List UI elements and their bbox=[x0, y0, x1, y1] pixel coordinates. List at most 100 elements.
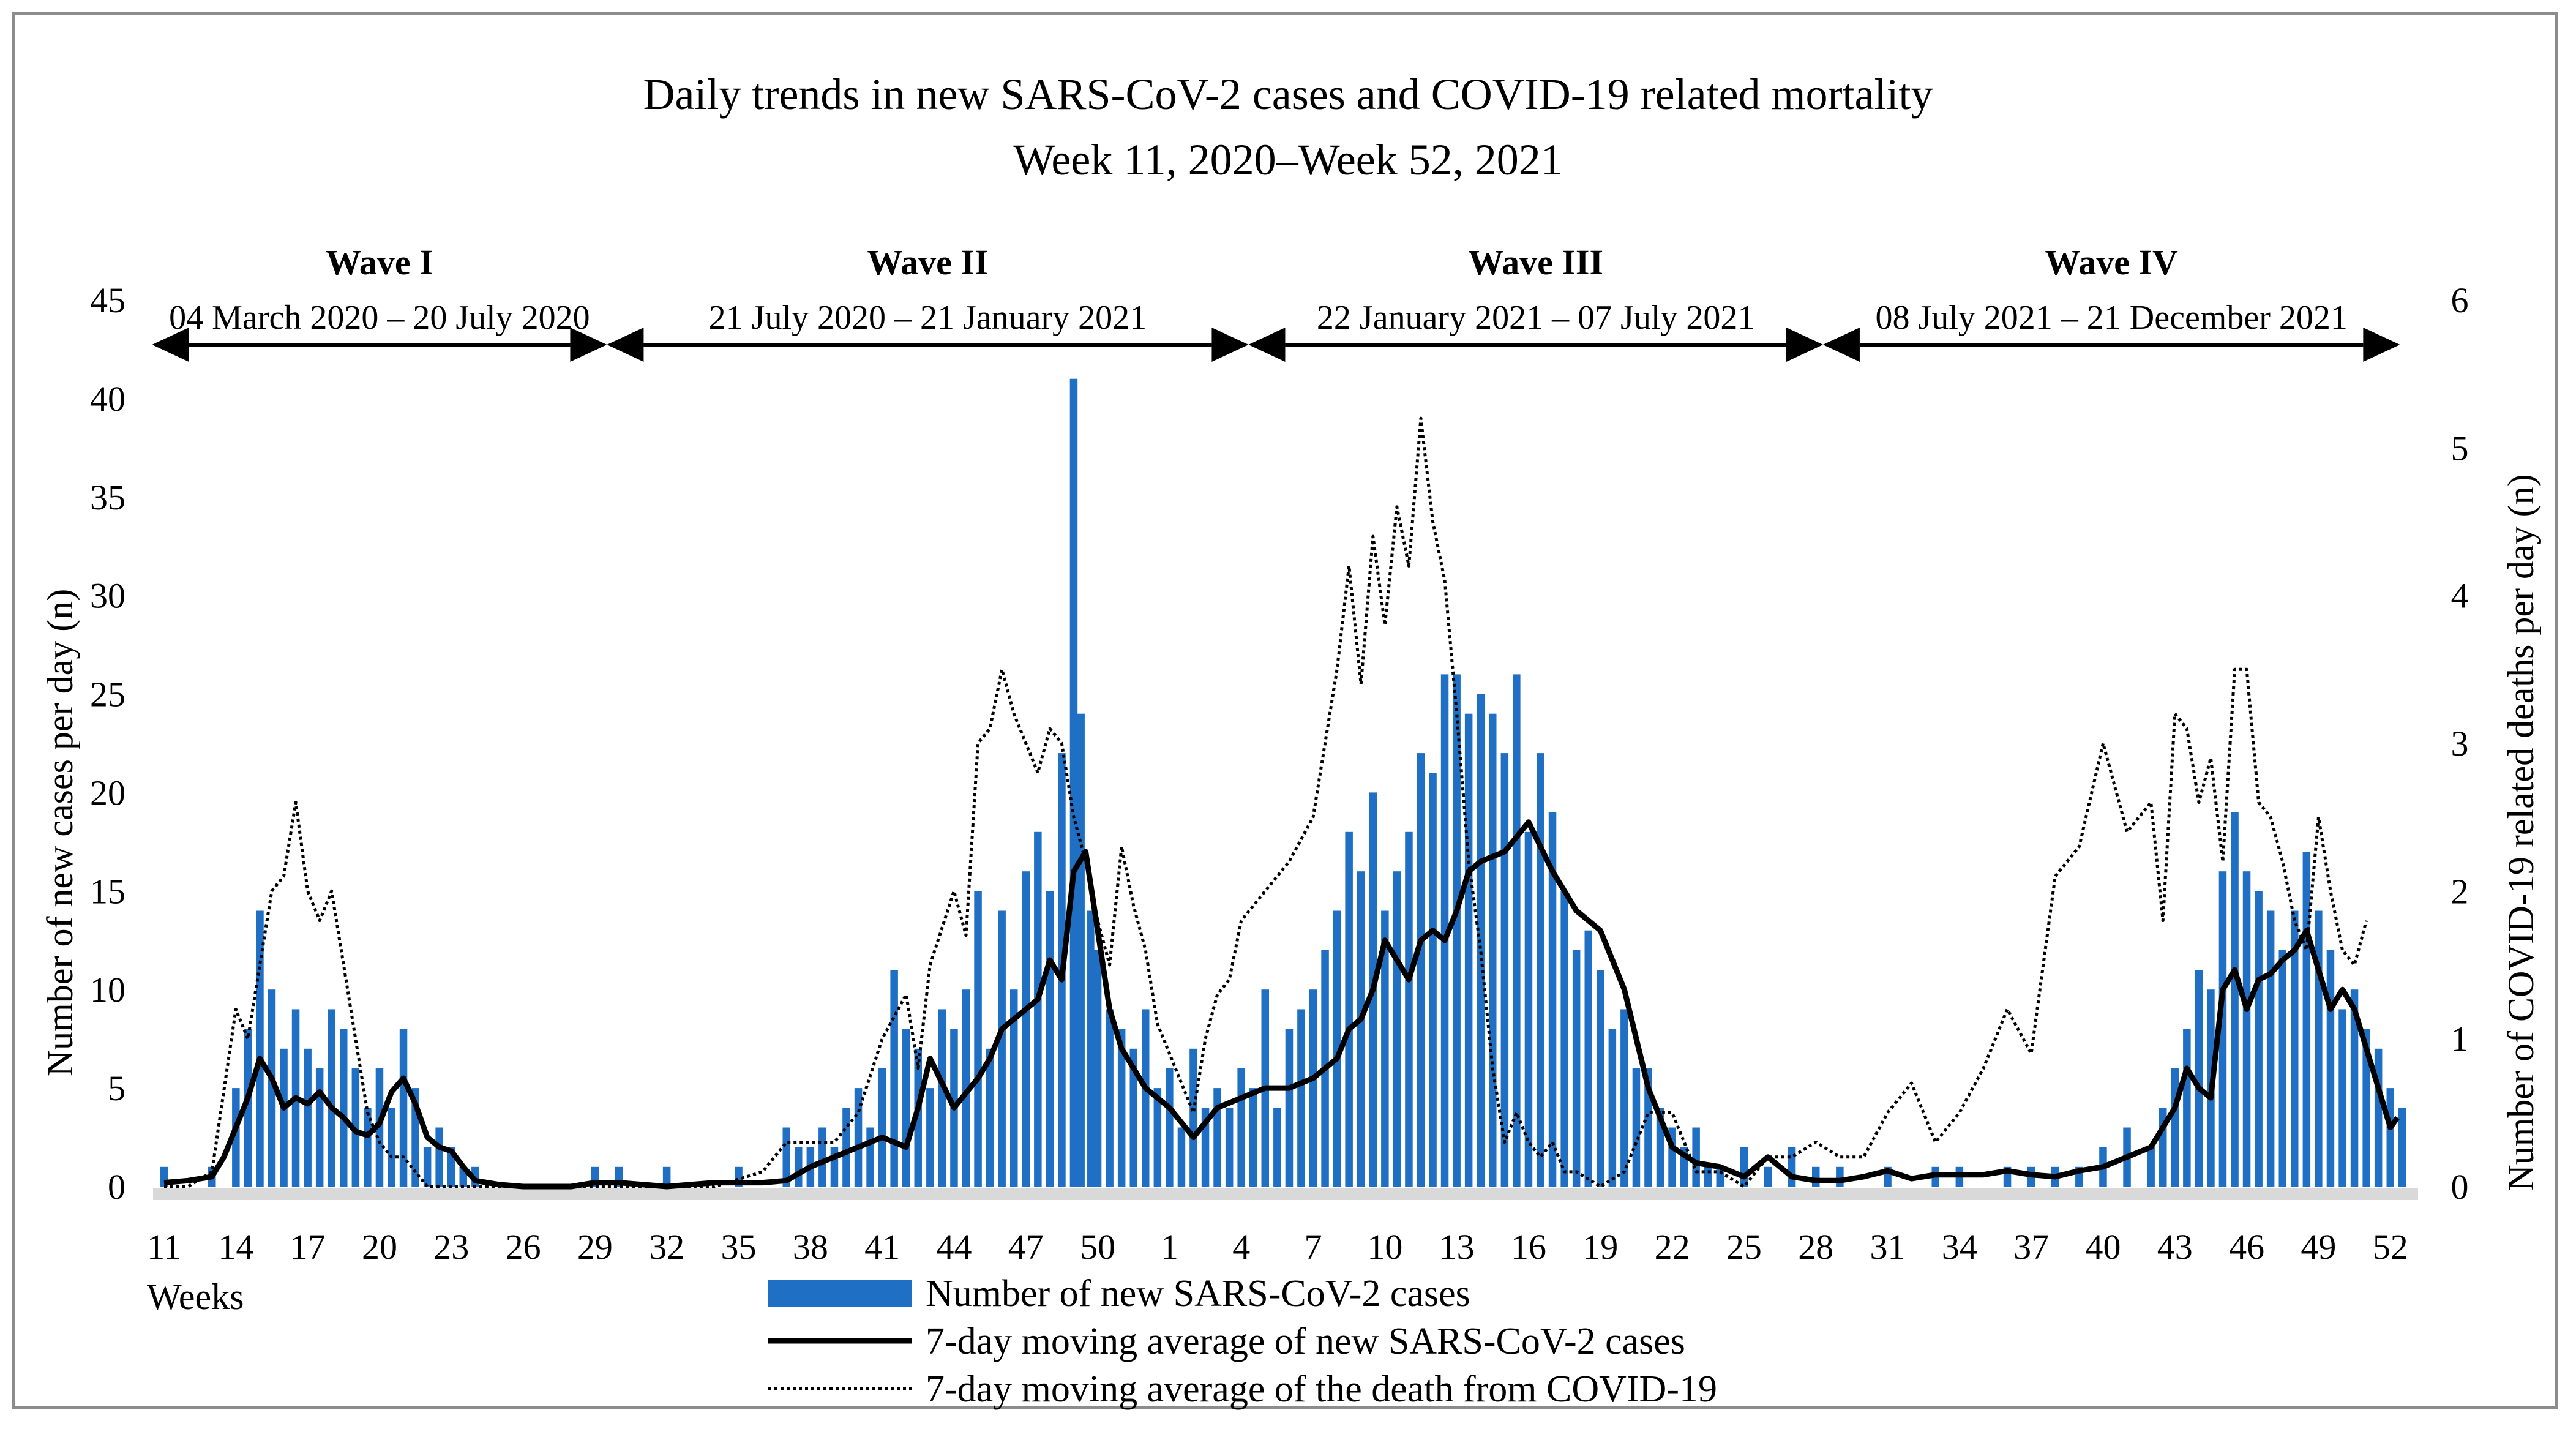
x-tick-label: 1 bbox=[1161, 1227, 1178, 1267]
right-y-axis-ticks: 0 1 2 3 4 5 6 bbox=[2451, 280, 2469, 1207]
case-bar bbox=[2195, 970, 2203, 1187]
legend-entry-label: 7-day moving average of the death from C… bbox=[926, 1368, 1717, 1410]
case-bar bbox=[1453, 674, 1461, 1187]
case-bar bbox=[1129, 1048, 1137, 1187]
wave-date-range: 22 January 2021 – 07 July 2021 bbox=[1317, 299, 1755, 337]
case-bar bbox=[1537, 753, 1544, 1187]
case-bar bbox=[1297, 1009, 1305, 1187]
chart-title: Daily trends in new SARS-CoV-2 cases and… bbox=[643, 70, 1933, 119]
wave-arrow-left-head bbox=[607, 328, 644, 362]
case-bar bbox=[280, 1048, 288, 1187]
case-bar bbox=[435, 1127, 443, 1187]
x-tick-label: 20 bbox=[362, 1227, 397, 1267]
case-bar bbox=[818, 1127, 826, 1187]
case-bar bbox=[1357, 871, 1365, 1187]
wave-arrow-right-head bbox=[1786, 328, 1823, 362]
case-bar bbox=[1225, 1108, 1234, 1187]
wave-date-range: 21 July 2020 – 21 January 2021 bbox=[709, 299, 1147, 337]
case-bar bbox=[1285, 1029, 1294, 1187]
left-y-axis-label: Number of new cases per day (n) bbox=[40, 589, 80, 1076]
case-bar bbox=[315, 1068, 324, 1187]
right-y-axis-label: Number of COVID-19 related deaths per da… bbox=[2501, 474, 2541, 1191]
case-bar bbox=[1405, 831, 1413, 1187]
case-bar bbox=[1046, 891, 1054, 1187]
case-bar bbox=[399, 1029, 408, 1187]
left-y-tick-label: 0 bbox=[108, 1167, 125, 1207]
chart-subtitle: Week 11, 2020–Week 52, 2021 bbox=[1013, 135, 1563, 184]
case-bar bbox=[1704, 1166, 1712, 1187]
wave-name: Wave I bbox=[326, 242, 433, 282]
case-bar bbox=[938, 1009, 946, 1187]
left-y-tick-label: 40 bbox=[90, 379, 125, 419]
case-bar bbox=[1077, 713, 1085, 1187]
left-y-tick-label: 5 bbox=[108, 1068, 125, 1108]
x-tick-label: 13 bbox=[1439, 1227, 1475, 1267]
case-bar bbox=[854, 1088, 863, 1187]
case-bar bbox=[328, 1009, 335, 1187]
case-bar bbox=[1464, 713, 1473, 1187]
case-bar bbox=[2147, 1147, 2155, 1187]
case-bar bbox=[1177, 1127, 1186, 1187]
case-bar bbox=[1429, 773, 1437, 1187]
case-bar bbox=[1393, 871, 1401, 1187]
right-y-tick-label: 5 bbox=[2451, 428, 2469, 468]
x-tick-label: 43 bbox=[2157, 1227, 2193, 1267]
x-tick-label: 52 bbox=[2373, 1227, 2408, 1267]
x-tick-label: 41 bbox=[864, 1227, 900, 1267]
case-bar bbox=[1153, 1088, 1162, 1187]
left-y-tick-label: 10 bbox=[90, 970, 125, 1010]
x-tick-label: 23 bbox=[433, 1227, 469, 1267]
case-bar bbox=[232, 1088, 240, 1187]
legend-bar-swatch bbox=[768, 1280, 912, 1307]
case-bar bbox=[1333, 910, 1341, 1187]
x-tick-label: 32 bbox=[649, 1227, 684, 1267]
case-bar bbox=[1142, 1009, 1150, 1187]
wave-arrow-right-head bbox=[2363, 328, 2400, 362]
case-bar bbox=[1764, 1166, 1772, 1187]
x-tick-label: 14 bbox=[218, 1227, 253, 1267]
case-bar bbox=[902, 1029, 910, 1187]
case-bar bbox=[890, 970, 898, 1187]
x-tick-label: 44 bbox=[936, 1227, 972, 1267]
case-bar bbox=[1093, 950, 1102, 1187]
wave-date-range: 04 March 2020 – 20 July 2020 bbox=[169, 299, 590, 337]
left-y-axis-ticks: 0 5 10 15 20 25 30 35 40 45 bbox=[90, 280, 125, 1207]
x-tick-label: 50 bbox=[1080, 1227, 1115, 1267]
case-bar bbox=[1524, 831, 1533, 1187]
case-bar bbox=[914, 1048, 922, 1187]
case-bar bbox=[1189, 1048, 1197, 1187]
case-bar bbox=[1560, 891, 1568, 1187]
legend-entry-label: 7-day moving average of new SARS-CoV-2 c… bbox=[926, 1321, 1685, 1362]
x-tick-label: 29 bbox=[577, 1227, 613, 1267]
case-bar bbox=[662, 1166, 671, 1187]
case-bar bbox=[2242, 871, 2251, 1187]
x-tick-label: 25 bbox=[1726, 1227, 1762, 1267]
wave-annotations: Wave I 04 March 2020 – 20 July 2020 Wave I… bbox=[152, 242, 2400, 362]
case-bar bbox=[2266, 910, 2275, 1187]
x-tick-label: 46 bbox=[2229, 1227, 2264, 1267]
case-bar bbox=[268, 989, 276, 1187]
wave-name: Wave IV bbox=[2045, 242, 2178, 282]
case-bar bbox=[2326, 950, 2335, 1187]
case-bar bbox=[2218, 871, 2227, 1187]
case-bar bbox=[1513, 674, 1521, 1187]
x-tick-label: 7 bbox=[1305, 1227, 1322, 1267]
left-y-tick-label: 25 bbox=[90, 675, 125, 714]
case-bar bbox=[1166, 1068, 1174, 1187]
x-tick-label: 34 bbox=[1942, 1227, 1977, 1267]
x-tick-label: 49 bbox=[2301, 1227, 2336, 1267]
case-bar bbox=[1812, 1166, 1820, 1187]
case-bar bbox=[926, 1088, 934, 1187]
case-bar bbox=[2398, 1108, 2406, 1187]
right-y-tick-label: 1 bbox=[2451, 1019, 2469, 1059]
case-bar bbox=[2362, 1029, 2370, 1187]
wave-name: Wave II bbox=[867, 242, 988, 282]
case-bar bbox=[388, 1108, 395, 1187]
case-bar bbox=[1022, 871, 1030, 1187]
wave-arrow-left-head bbox=[1248, 328, 1286, 362]
case-bar bbox=[1213, 1088, 1221, 1187]
x-tick-label: 35 bbox=[721, 1227, 757, 1267]
case-bar bbox=[2171, 1068, 2179, 1187]
wave-date-range: 08 July 2021 – 21 December 2021 bbox=[1875, 299, 2347, 337]
case-bar bbox=[1692, 1127, 1700, 1187]
